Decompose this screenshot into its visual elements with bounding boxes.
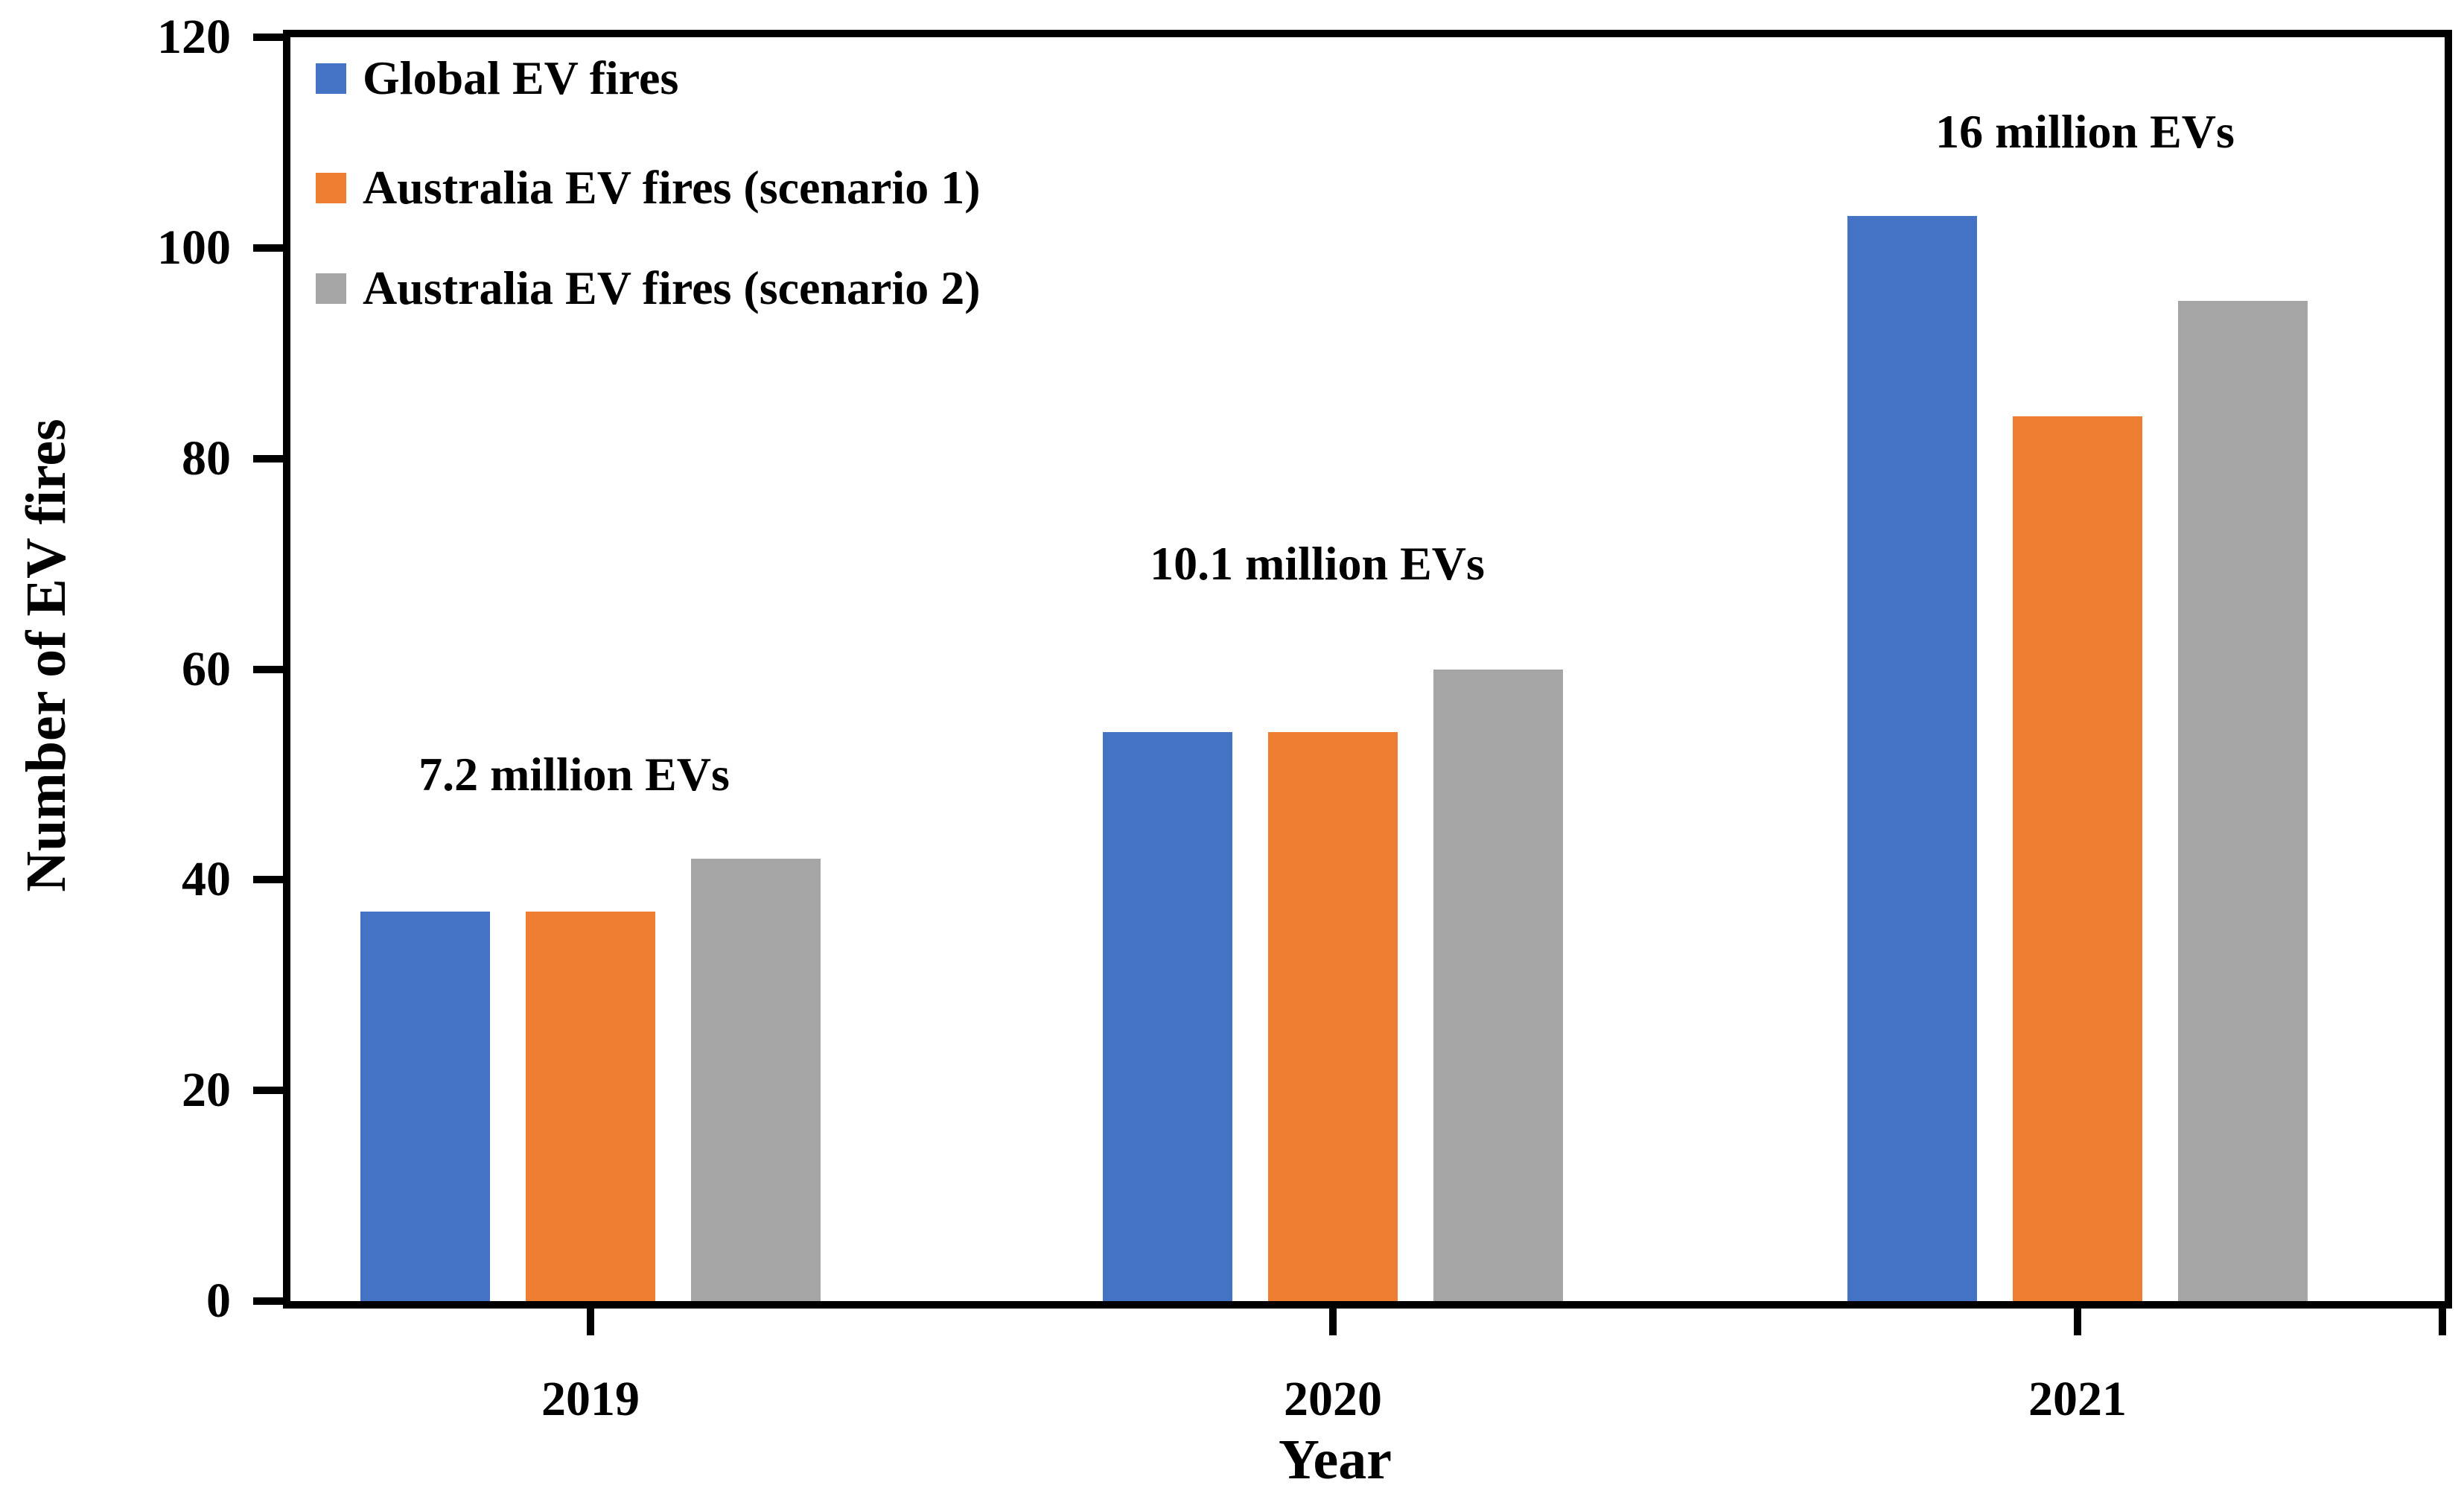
- y-axis-tick-label: 100: [157, 220, 231, 275]
- y-axis-tick-label: 120: [157, 10, 231, 64]
- annotation-2020: 10.1 million EVs: [1150, 537, 1485, 591]
- bar-australia-ev-fires-scenario-1--2020: [1268, 732, 1398, 1301]
- legend-swatch-3: [316, 273, 346, 304]
- legend-label-2: Australia EV fires (scenario 1): [363, 161, 981, 214]
- bar-global-ev-fires-2019: [360, 911, 490, 1301]
- x-axis-tick: [587, 1309, 594, 1335]
- y-axis-tick: [253, 665, 283, 673]
- y-axis-tick: [253, 876, 283, 884]
- legend-item-3: Australia EV fires (scenario 2): [316, 264, 981, 312]
- x-axis-tick: [1329, 1309, 1337, 1335]
- y-axis-tick-label: 0: [206, 1274, 231, 1328]
- plot-area: Global EV fires Australia EV fires (scena…: [157, 13, 2452, 1424]
- bar-australia-ev-fires-scenario-2--2020: [1433, 669, 1563, 1301]
- legend-item-2: Australia EV fires (scenario 1): [316, 164, 981, 212]
- bar-global-ev-fires-2021: [1847, 216, 1977, 1301]
- legend-item-1: Global EV fires: [316, 54, 678, 102]
- annotation-2019: 7.2 million EVs: [418, 747, 730, 801]
- y-axis-tick: [253, 454, 283, 462]
- y-axis-tick-label: 60: [182, 641, 231, 696]
- y-axis-tick: [253, 1297, 283, 1305]
- x-axis-tick-label: 2020: [1284, 1372, 1382, 1426]
- x-axis-tick: [2074, 1309, 2081, 1335]
- y-axis-tick: [253, 34, 283, 41]
- legend-swatch-1: [316, 63, 346, 94]
- y-axis-tick-label: 40: [182, 852, 231, 907]
- legend-swatch-2: [316, 172, 346, 203]
- y-axis-tick-label: 20: [182, 1063, 231, 1118]
- bar-global-ev-fires-2020: [1103, 732, 1232, 1301]
- legend-label-3: Australia EV fires (scenario 2): [363, 261, 981, 314]
- x-axis-title: Year: [1279, 1428, 1392, 1491]
- y-axis-tick: [253, 244, 283, 252]
- y-axis-tick: [253, 1087, 283, 1095]
- bar-australia-ev-fires-scenario-1--2021: [2013, 416, 2142, 1301]
- bar-australia-ev-fires-scenario-2--2019: [691, 859, 821, 1301]
- y-axis-tick-label: 80: [182, 430, 231, 486]
- x-axis-tick-label: 2019: [541, 1372, 640, 1426]
- bar-australia-ev-fires-scenario-1--2019: [526, 911, 655, 1301]
- bar-australia-ev-fires-scenario-2--2021: [2178, 300, 2308, 1301]
- legend-label-1: Global EV fires: [363, 51, 679, 104]
- annotation-2021: 16 million EVs: [1935, 105, 2235, 159]
- x-axis-tick-label: 2021: [2028, 1372, 2127, 1426]
- x-axis-end-tick: [2439, 1309, 2446, 1335]
